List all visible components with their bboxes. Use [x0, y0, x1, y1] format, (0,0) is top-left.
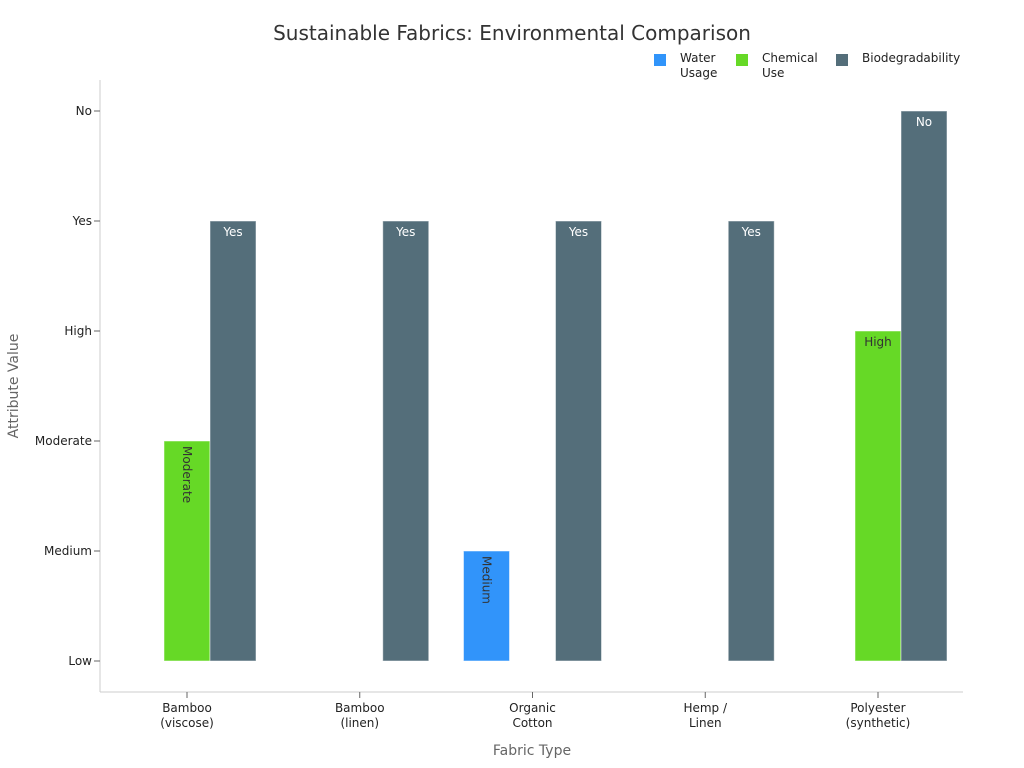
bar-label: High [864, 335, 892, 349]
y-tick-label: Yes [72, 214, 92, 228]
y-axis-label: Attribute Value [6, 334, 22, 439]
bar-label: No [916, 115, 932, 129]
y-tick-label: High [64, 324, 92, 338]
bar-label: Moderate [180, 446, 194, 503]
bar[interactable] [900, 110, 948, 662]
y-tick-label: Moderate [35, 434, 92, 448]
bar[interactable] [163, 440, 211, 662]
bar-label: Yes [222, 225, 242, 239]
bar[interactable] [209, 220, 257, 662]
legend-swatch [736, 54, 748, 66]
bar-label: Yes [395, 225, 415, 239]
y-tick-label: No [76, 104, 92, 118]
x-axis-label: Fabric Type [493, 743, 571, 759]
x-tick-label: Bamboo (linen) [335, 701, 385, 730]
x-tick-label: Hemp / Linen [683, 701, 728, 730]
bar[interactable] [727, 220, 775, 662]
legend-swatch [654, 54, 666, 66]
bar-label: Yes [568, 225, 588, 239]
legend-label: Water Usage [680, 51, 717, 80]
bar[interactable] [463, 550, 510, 662]
x-tick-label: Polyester (synthetic) [846, 701, 911, 730]
bar[interactable] [854, 330, 902, 662]
y-tick-label: Low [68, 654, 92, 668]
bar[interactable] [555, 220, 602, 662]
bar-label: Medium [480, 556, 494, 604]
chart-title: Sustainable Fabrics: Environmental Compa… [273, 21, 751, 45]
bar[interactable] [382, 220, 430, 662]
bar-label: Yes [741, 225, 761, 239]
legend-label: Biodegradability [862, 51, 960, 65]
x-tick-label: Organic Cotton [509, 701, 556, 730]
legend-label: Chemical Use [762, 51, 818, 80]
legend-swatch [836, 54, 848, 66]
x-tick-label: Bamboo (viscose) [160, 701, 214, 730]
y-tick-label: Medium [44, 544, 92, 558]
